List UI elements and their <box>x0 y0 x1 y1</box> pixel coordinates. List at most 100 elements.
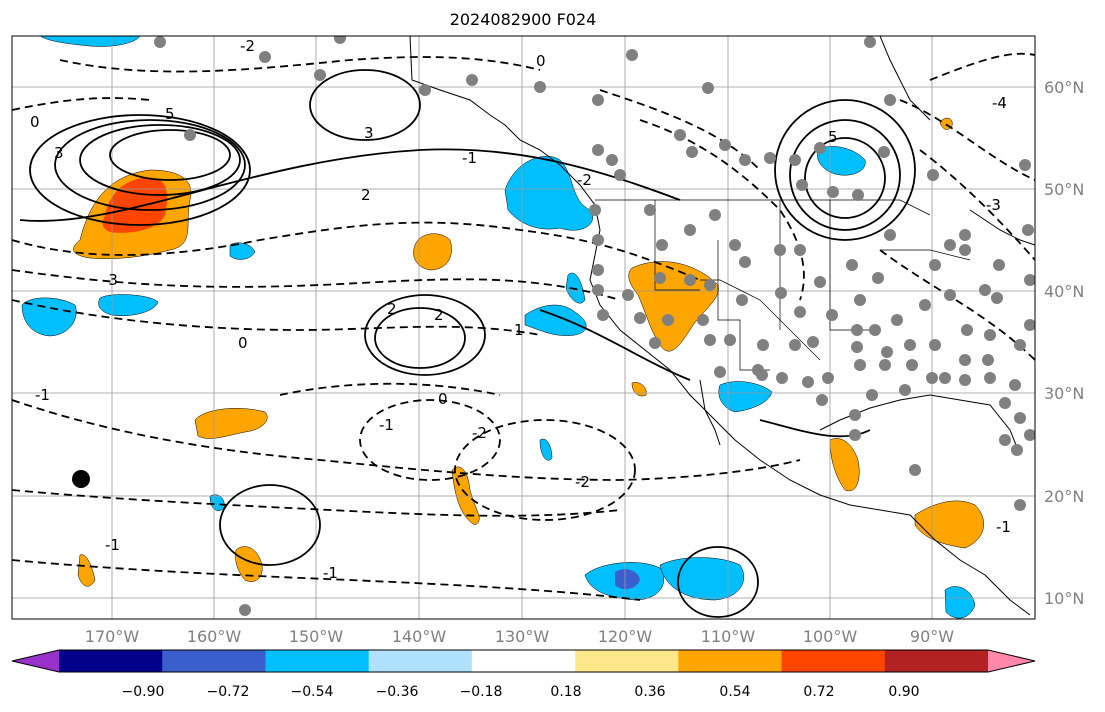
contour-label: -1 <box>379 416 394 434</box>
station-dot <box>884 94 896 106</box>
station-dot <box>959 354 971 366</box>
station-dot <box>739 256 751 268</box>
strong-anomaly-north-pacific <box>102 177 168 233</box>
black-marker <box>72 470 90 488</box>
contour-label: 0 <box>438 390 448 408</box>
station-dot <box>854 359 866 371</box>
station-dot <box>757 339 769 351</box>
longitude-labels: 170°W 160°W 150°W 140°W 130°W 120°W 110°… <box>85 627 954 646</box>
station-dot <box>929 259 941 271</box>
station-dot <box>334 36 346 44</box>
station-dot <box>822 372 834 384</box>
station-dot <box>724 334 736 346</box>
station-dot <box>1024 429 1035 441</box>
station-dot <box>239 604 251 616</box>
contour-label: 0 <box>536 52 546 70</box>
colorbar-extend-low <box>12 650 59 672</box>
positive-anomaly-mexico-gulf <box>829 438 860 492</box>
map-frame <box>11 35 1036 620</box>
lon-label: 100°W <box>803 627 858 646</box>
station-dot <box>1022 224 1034 236</box>
station-dot <box>878 146 890 158</box>
station-dot <box>864 36 876 48</box>
station-dot <box>719 139 731 151</box>
station-dot <box>909 464 921 476</box>
station-dot <box>984 372 996 384</box>
station-dot <box>729 239 741 251</box>
station-dot <box>704 279 716 291</box>
station-dot <box>714 366 726 378</box>
contour-label: -3 <box>986 196 1001 214</box>
strong-negative-anomaly-south-pacific <box>615 569 640 590</box>
contour-label: 3 <box>364 124 374 142</box>
contour-label: -2 <box>577 171 592 189</box>
positive-anomaly-south-pacific-small <box>235 546 263 582</box>
lon-label: 160°W <box>187 627 242 646</box>
station-dot <box>775 287 787 299</box>
contour-label: -1 <box>35 386 50 404</box>
station-dot <box>794 306 806 318</box>
lon-label: 150°W <box>289 627 344 646</box>
station-dot <box>926 372 938 384</box>
lat-label: 30°N <box>1044 384 1084 403</box>
station-dot <box>993 259 1005 271</box>
contour-label: -1 <box>323 564 338 582</box>
station-dot <box>984 329 996 341</box>
station-dot <box>979 284 991 296</box>
lat-label: 20°N <box>1044 487 1084 506</box>
station-dot <box>846 259 858 271</box>
station-dot <box>851 341 863 353</box>
colorbar-segment <box>575 650 679 672</box>
colorbar-segment <box>162 650 266 672</box>
contour-label: 2 <box>387 300 397 318</box>
station-dot <box>684 274 696 286</box>
lat-label: 10°N <box>1044 589 1084 608</box>
station-dot <box>944 289 956 301</box>
station-dot <box>592 94 604 106</box>
station-dot <box>802 376 814 388</box>
station-dot <box>826 309 838 321</box>
station-dot <box>1014 339 1026 351</box>
station-dot <box>592 144 604 156</box>
map-background <box>12 36 1035 619</box>
station-dot <box>184 129 196 141</box>
station-dot <box>884 229 896 241</box>
lon-label: 120°W <box>598 627 653 646</box>
latitude-labels: 60°N 50°N 40°N 30°N 20°N 10°N <box>1044 78 1084 608</box>
station-dot <box>927 169 939 181</box>
colorbar-tick-label: 0.90 <box>888 684 919 700</box>
contour-label: -2 <box>240 37 255 55</box>
station-dot <box>959 244 971 256</box>
station-dot <box>1024 319 1035 331</box>
colorbar: −0.90 −0.72 −0.54 −0.36 −0.18 0.18 0.36 … <box>11 649 1036 700</box>
colorbar-tick-labels: −0.90 −0.72 −0.54 −0.36 −0.18 0.18 0.36 … <box>122 684 920 700</box>
station-dot <box>649 337 661 349</box>
station-dot <box>736 294 748 306</box>
lon-label: 130°W <box>495 627 550 646</box>
colorbar-tick-label: 0.36 <box>634 684 665 700</box>
contour-labels: 5 3 2 0 -3 -2 3 5 0 2 -1 -2 2 1 -1 0 -1 … <box>30 37 1011 582</box>
colorbar-tick-label: −0.36 <box>376 684 419 700</box>
contour-label: 3 <box>54 144 64 162</box>
lat-label: 40°N <box>1044 282 1084 301</box>
contour-label: 1 <box>514 321 524 339</box>
station-dot <box>597 309 609 321</box>
station-dot <box>814 276 826 288</box>
station-dot <box>807 336 819 348</box>
station-dot <box>654 272 666 284</box>
contour-label: -1 <box>105 536 120 554</box>
shaded-anomalies <box>21 36 984 619</box>
positive-anomaly-south-central-pacific <box>194 408 268 439</box>
station-dot <box>881 346 893 358</box>
lon-label: 140°W <box>392 627 447 646</box>
colorbar-extend-high <box>988 650 1035 672</box>
station-dot <box>991 292 1003 304</box>
station-dot <box>704 334 716 346</box>
station-dot <box>789 339 801 351</box>
station-dot <box>606 154 618 166</box>
colorbar-segment <box>678 650 783 672</box>
station-dot <box>904 339 916 351</box>
colorbar-segment <box>265 650 370 672</box>
station-dot <box>814 142 826 154</box>
station-dot <box>592 284 604 296</box>
